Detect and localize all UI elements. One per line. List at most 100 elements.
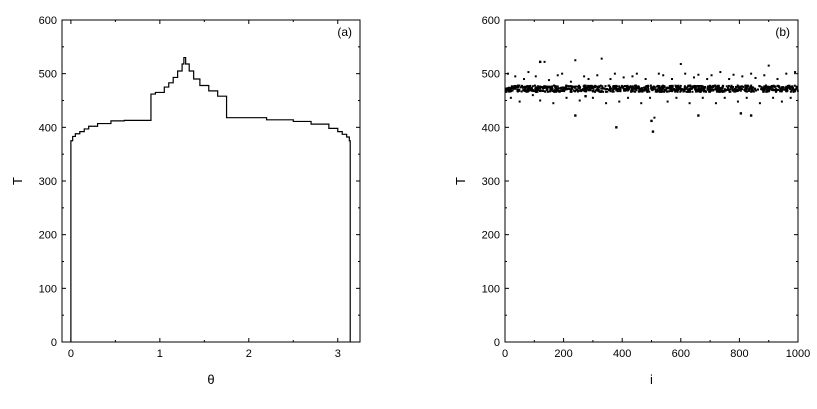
data-point: [559, 87, 562, 90]
data-point: [731, 85, 734, 88]
data-point: [605, 90, 608, 93]
data-point: [641, 90, 644, 93]
data-point: [709, 84, 712, 87]
data-point: [584, 87, 587, 90]
data-point: [687, 90, 690, 93]
data-point: [620, 86, 623, 89]
data-point: [569, 85, 572, 88]
data-point: [754, 89, 757, 92]
data-point: [679, 84, 682, 87]
data-point: [679, 89, 682, 92]
data-point: [567, 87, 570, 90]
data-point: [735, 89, 738, 92]
data-point: [531, 94, 534, 97]
data-point: [687, 84, 690, 87]
data-point: [683, 86, 686, 89]
data-point: [519, 86, 522, 89]
data-point: [565, 84, 568, 87]
data-point: [780, 86, 783, 89]
data-point: [581, 88, 584, 91]
data-point: [749, 86, 752, 89]
data-point: [523, 78, 526, 81]
data-point: [541, 90, 544, 93]
data-point: [793, 89, 796, 92]
data-point: [600, 57, 603, 60]
data-point: [784, 88, 787, 91]
data-point: [539, 89, 542, 92]
data-point: [518, 84, 521, 87]
data-point: [669, 89, 672, 92]
data-point: [762, 90, 765, 93]
data-point: [597, 90, 600, 93]
data-point: [530, 89, 533, 92]
x-tick-label: 800: [730, 348, 748, 360]
data-point: [728, 78, 731, 81]
data-point: [772, 89, 775, 92]
data-point: [794, 71, 797, 74]
data-point: [780, 87, 783, 90]
data-point: [624, 89, 627, 92]
data-point: [688, 102, 691, 105]
data-point: [752, 90, 755, 93]
data-point: [551, 90, 554, 93]
data-point: [632, 86, 635, 89]
data-point: [674, 90, 677, 93]
data-point: [553, 84, 556, 87]
data-point: [721, 87, 724, 90]
data-point: [508, 86, 511, 89]
data-point: [571, 87, 574, 90]
data-point: [504, 90, 507, 93]
data-point: [719, 71, 722, 74]
data-point: [599, 84, 602, 87]
data-point: [663, 90, 666, 93]
data-point: [620, 84, 623, 87]
data-point: [609, 90, 612, 93]
data-point: [760, 88, 763, 91]
data-point: [739, 85, 742, 88]
data-point: [618, 85, 621, 88]
data-point: [539, 85, 542, 88]
data-point: [675, 85, 678, 88]
data-point: [697, 114, 700, 117]
data-point: [684, 72, 687, 75]
data-point: [678, 87, 681, 90]
data-point: [535, 88, 538, 91]
data-point: [649, 96, 652, 99]
data-point: [583, 84, 586, 87]
data-point: [590, 86, 593, 89]
y-axis-label: T: [453, 177, 468, 185]
data-point: [660, 90, 663, 93]
data-point: [670, 84, 673, 87]
outlier-points: [538, 60, 753, 133]
data-point: [734, 88, 737, 91]
data-point: [765, 88, 768, 91]
data-point: [634, 84, 637, 87]
data-point: [581, 89, 584, 92]
data-point: [666, 90, 669, 93]
data-point: [516, 89, 519, 92]
data-point: [634, 86, 637, 89]
data-point: [585, 88, 588, 91]
data-point: [637, 85, 640, 88]
data-point: [516, 88, 519, 91]
data-point: [750, 84, 753, 87]
data-point: [537, 87, 540, 90]
data-point: [683, 85, 686, 88]
data-point: [633, 90, 636, 93]
data-point: [619, 90, 622, 93]
data-point: [677, 86, 680, 89]
data-point: [731, 88, 734, 91]
data-point: [630, 89, 633, 92]
data-point: [655, 90, 658, 93]
data-point: [524, 87, 527, 90]
data-point: [745, 88, 748, 91]
data-point: [736, 84, 739, 87]
data-point: [779, 89, 782, 92]
data-point: [672, 87, 675, 90]
data-point: [632, 88, 635, 91]
data-point: [709, 88, 712, 91]
data-point: [692, 85, 695, 88]
data-point: [580, 90, 583, 93]
data-point: [609, 78, 612, 81]
data-point: [653, 116, 656, 119]
